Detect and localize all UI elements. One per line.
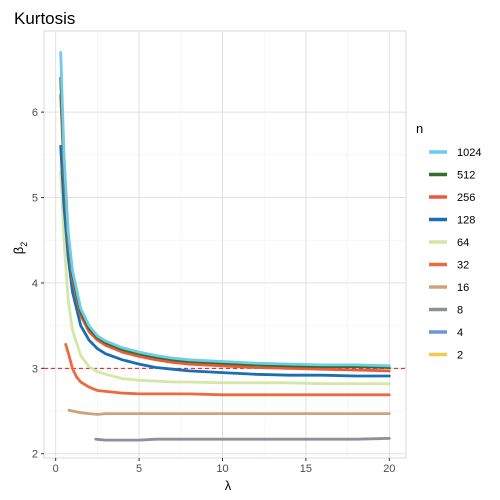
legend-label-n4: 4 (457, 327, 463, 339)
legend-label-n1024: 1024 (457, 147, 481, 159)
y-tick-label: 5 (32, 193, 38, 205)
x-tick-label: 5 (136, 463, 142, 475)
y-axis-label: β2 (11, 242, 29, 255)
series-line-n16 (67, 408, 391, 416)
series-line-n64 (59, 170, 391, 386)
legend-label-n32: 32 (457, 260, 469, 272)
x-axis-label: λ (225, 478, 232, 493)
y-tick-label: 6 (32, 107, 38, 119)
legend-title: n (416, 121, 423, 136)
series-line-n32 (64, 343, 391, 397)
legend-label-n256: 256 (457, 192, 475, 204)
y-axis-label-main: β (11, 247, 26, 254)
legend-label-n128: 128 (457, 215, 475, 227)
grid-lines (44, 31, 406, 458)
legend-label-n512: 512 (457, 170, 475, 182)
chart-title: Kurtosis (14, 9, 75, 28)
y-tick-label: 2 (32, 449, 38, 461)
x-tick-label: 15 (300, 463, 312, 475)
y-axis-ticks: 2 3 4 5 6 (32, 107, 44, 461)
x-axis-ticks: 0 5 10 15 20 (53, 458, 395, 475)
y-axis-label-subscript: 2 (19, 242, 29, 247)
plot-panel (43, 30, 407, 459)
series-line-n128 (59, 144, 391, 378)
series-line-n8 (94, 437, 391, 442)
x-tick-label: 0 (53, 463, 59, 475)
legend-label-n8: 8 (457, 305, 463, 317)
legend: n 1024 512 256 128 64 32 16 8 4 2 (416, 121, 481, 362)
x-tick-label: 20 (383, 463, 395, 475)
series-lines (59, 51, 391, 442)
legend-label-n64: 64 (457, 237, 469, 249)
x-tick-label: 10 (216, 463, 228, 475)
y-tick-label: 4 (32, 278, 38, 290)
legend-label-n16: 16 (457, 282, 469, 294)
legend-label-n2: 2 (457, 350, 463, 362)
series-line-n1024 (59, 51, 391, 368)
y-tick-label: 3 (32, 363, 38, 375)
